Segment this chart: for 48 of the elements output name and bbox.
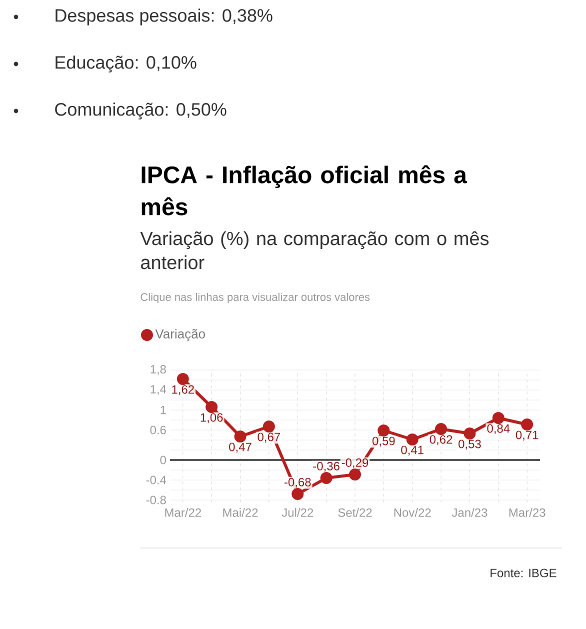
data-label: 0,62	[430, 435, 452, 446]
x-tick-label: Jan/23	[452, 508, 488, 517]
point	[435, 423, 448, 436]
point	[262, 420, 275, 432]
x-tick-label: Jul/22	[282, 508, 314, 517]
text: Despesas pessoais: 0,38%	[56, 8, 272, 26]
point	[292, 488, 304, 500]
y-tick-label: -0.8	[146, 496, 166, 504]
text: Educação: 0,10%	[56, 56, 196, 72]
data-label: -0,68	[284, 478, 311, 488]
data-label: 0,84	[487, 424, 510, 434]
point	[378, 424, 390, 437]
data-label: 1,62	[172, 385, 194, 396]
point	[464, 428, 476, 440]
text: Clique nas linhas para visualizar outros valores	[140, 292, 370, 304]
x-tick-label: Mar/23	[509, 508, 546, 517]
data-label: 0,41	[401, 446, 424, 456]
y-tick-label: 1	[160, 406, 166, 414]
data-label: -0,36	[313, 462, 340, 472]
point	[176, 373, 189, 386]
data-label: -0,29	[342, 458, 368, 468]
y-tick-label: -0.4	[146, 476, 166, 484]
legend-label: Variação	[155, 328, 205, 342]
x-tick-label: Mar/22	[165, 508, 201, 517]
point	[206, 401, 218, 414]
chart-subtitle: Variação (%) na comparação com o mês anterior	[140, 231, 489, 270]
data-label: 0,71	[516, 430, 538, 441]
point	[492, 412, 504, 424]
point	[348, 468, 361, 481]
data-label: 1,06	[200, 413, 223, 424]
y-tick-label: 0	[160, 456, 166, 464]
y-tick-label: 0.6	[150, 426, 166, 434]
x-tick-label: Set/22	[338, 508, 372, 517]
point	[234, 430, 246, 443]
source-note: Fonte: IBGE	[490, 568, 556, 578]
point	[320, 472, 332, 484]
chart-title: IPCA - Inflação oficial mês a mês	[142, 165, 468, 216]
point	[406, 434, 418, 446]
y-tick-label: 1,8	[150, 365, 166, 375]
y-tick-label: 1,4	[150, 385, 166, 395]
data-label: 0,47	[229, 442, 252, 453]
x-tick-label: Mai/22	[223, 508, 258, 517]
data-label: 0,67	[258, 432, 280, 443]
data-label: 0,59	[372, 436, 395, 447]
x-tick-label: Nov/22	[394, 508, 431, 517]
text: Comunicação: 0,50%	[55, 102, 226, 120]
point	[521, 418, 534, 430]
data-label: 0,53	[458, 440, 481, 450]
